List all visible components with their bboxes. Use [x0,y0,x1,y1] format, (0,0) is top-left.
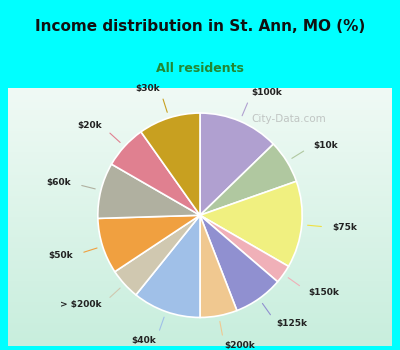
Text: $60k: $60k [46,178,71,187]
Wedge shape [98,215,200,272]
Wedge shape [115,215,200,295]
Text: $10k: $10k [313,141,338,150]
Text: $30k: $30k [135,84,160,93]
Wedge shape [200,215,288,282]
Wedge shape [200,215,278,310]
Wedge shape [200,144,296,215]
Text: City-Data.com: City-Data.com [251,114,326,124]
Wedge shape [200,181,302,266]
Wedge shape [136,215,200,317]
Text: $200k: $200k [224,341,255,350]
Text: All residents: All residents [156,62,244,75]
Text: $20k: $20k [77,121,102,130]
Wedge shape [200,113,273,215]
Text: $40k: $40k [131,336,156,345]
Text: $75k: $75k [332,223,357,232]
Wedge shape [200,215,237,317]
Text: $125k: $125k [277,319,308,328]
Wedge shape [98,164,200,218]
Text: $150k: $150k [308,287,339,296]
Wedge shape [141,113,200,215]
Text: > $200k: > $200k [60,300,102,309]
Wedge shape [112,132,200,215]
Text: $100k: $100k [252,89,282,97]
Text: $50k: $50k [49,251,73,260]
Text: Income distribution in St. Ann, MO (%): Income distribution in St. Ann, MO (%) [35,19,365,34]
